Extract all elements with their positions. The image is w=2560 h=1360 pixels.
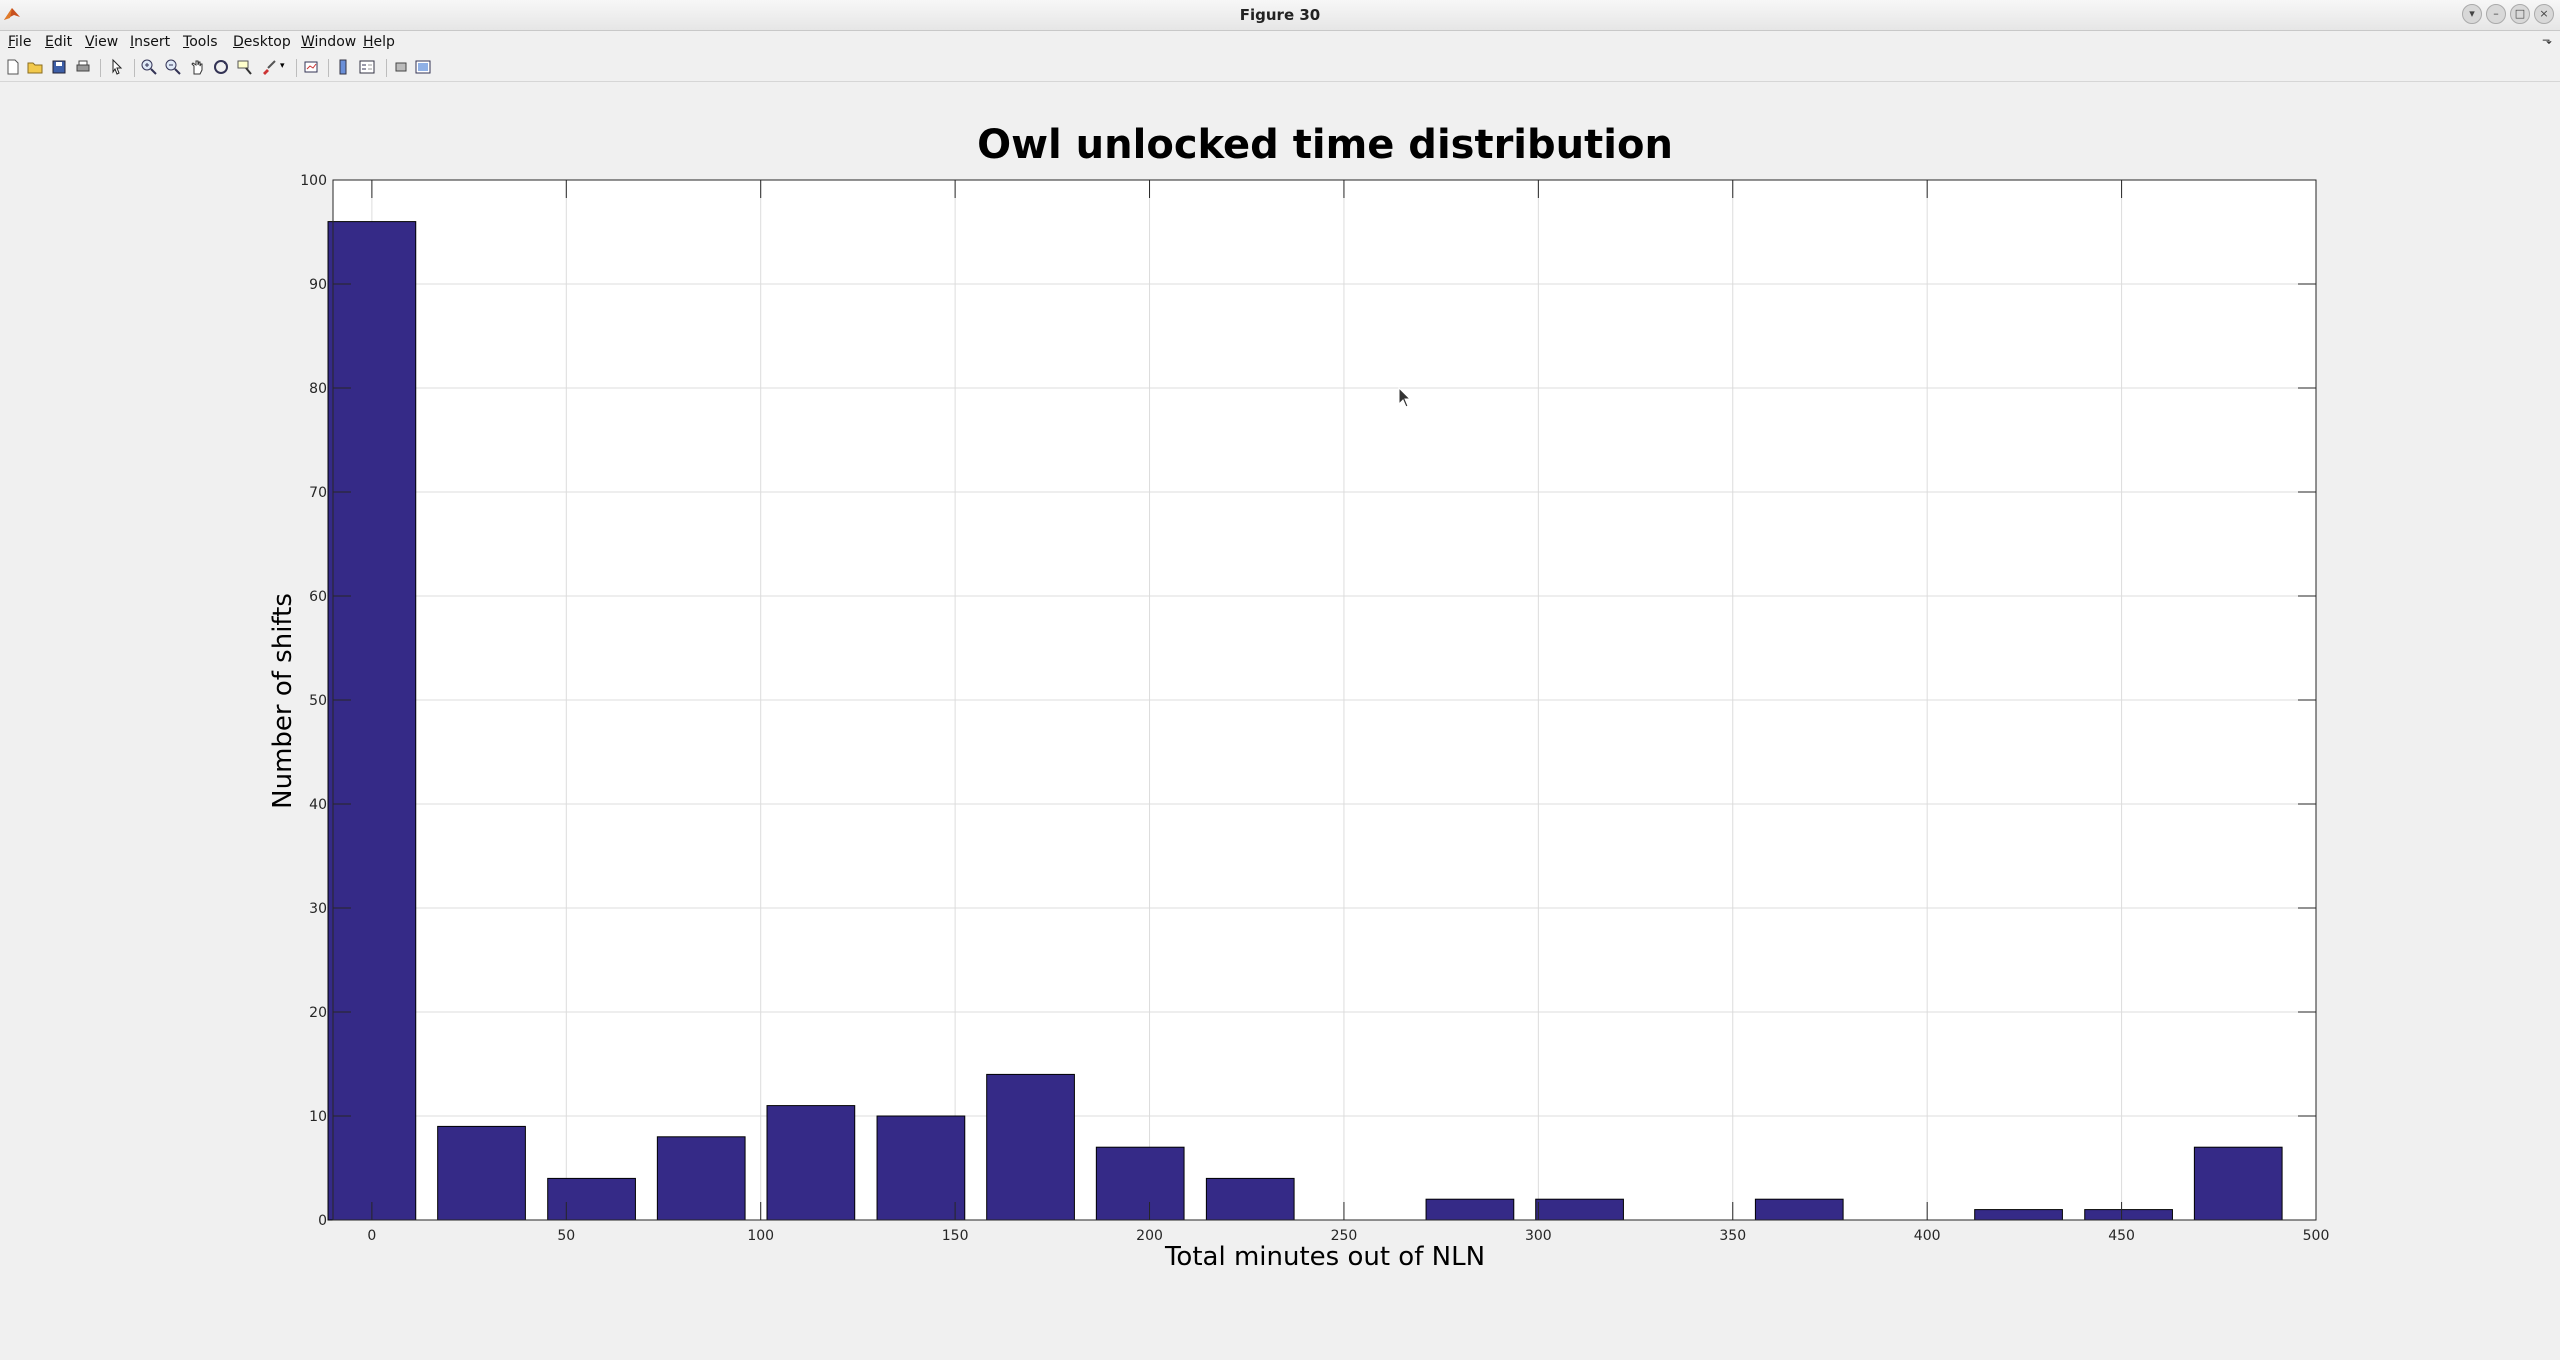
- toolbar-separator: [134, 59, 135, 77]
- legend-icon[interactable]: [358, 58, 376, 76]
- menu-help[interactable]: Help: [363, 34, 395, 50]
- menu-view[interactable]: View: [85, 34, 119, 50]
- open-file-icon[interactable]: [26, 58, 44, 76]
- print-icon[interactable]: [74, 58, 92, 76]
- hide-plot-tools-icon[interactable]: [392, 58, 410, 76]
- x-tick-labels: 0 50 100 150 200 250 300 350 400 450 500: [367, 1228, 2329, 1244]
- y-tick-label: 70: [309, 485, 327, 501]
- y-tick-label: 30: [309, 901, 327, 917]
- toolbar-separator: [386, 59, 387, 77]
- histogram-bar[interactable]: [2193, 1146, 2283, 1221]
- show-plot-tools-icon[interactable]: [414, 58, 432, 76]
- y-tick-label: 80: [309, 381, 327, 397]
- x-tick-label: 50: [557, 1228, 575, 1244]
- close-icon[interactable]: ×: [2534, 4, 2554, 24]
- y-tick-label: 60: [309, 589, 327, 605]
- menu-insert[interactable]: Insert: [130, 34, 171, 50]
- histogram-bar[interactable]: [766, 1105, 856, 1221]
- matlab-logo-icon: [4, 8, 20, 20]
- mouse-pointer-icon: [1398, 387, 1412, 408]
- histogram-bar[interactable]: [327, 221, 417, 1221]
- y-tick-labels: 0 10 20 30 40 50 60 70 80 90 100: [300, 173, 327, 1229]
- y-tick-label: 0: [318, 1213, 327, 1229]
- x-tick-label: 400: [1914, 1228, 1941, 1244]
- histogram-bar[interactable]: [1205, 1177, 1295, 1221]
- histogram-bar[interactable]: [547, 1177, 636, 1221]
- minimize-icon[interactable]: –: [2486, 4, 2506, 24]
- window-titlebar: Figure 30 ▾ – □ ×: [0, 0, 2560, 31]
- histogram-bar[interactable]: [986, 1073, 1075, 1221]
- histogram-bar[interactable]: [1535, 1198, 1624, 1221]
- x-tick-label: 300: [1525, 1228, 1552, 1244]
- y-tick-label: 90: [309, 277, 327, 293]
- new-figure-icon[interactable]: [4, 58, 22, 76]
- figure-toolbar: ▾: [0, 55, 2560, 82]
- window-controls: ▾ – □ ×: [2462, 4, 2554, 24]
- edit-plot-icon[interactable]: [108, 58, 126, 76]
- histogram-bar[interactable]: [437, 1125, 526, 1221]
- histogram-bar[interactable]: [1754, 1198, 1844, 1221]
- axes-box: [332, 179, 2317, 1221]
- colorbar-icon[interactable]: [334, 58, 352, 76]
- figure-canvas: Owl unlocked time distribution 0 50 100 150…: [0, 82, 2560, 1360]
- toolbar-separator: [296, 59, 297, 77]
- x-tick-label: 200: [1136, 1228, 1163, 1244]
- brush-dropdown-icon[interactable]: ▾: [280, 61, 285, 71]
- y-tick-label: 20: [309, 1005, 327, 1021]
- menu-bar: File Edit View Insert Tools Desktop Wind…: [0, 31, 2560, 53]
- zoom-in-icon[interactable]: [140, 58, 158, 76]
- dock-arrow-icon[interactable]: ⬎: [2541, 33, 2552, 47]
- window-title: Figure 30: [1239, 6, 1321, 24]
- histogram-bar[interactable]: [2084, 1209, 2173, 1221]
- save-icon[interactable]: [50, 58, 68, 76]
- link-plot-icon[interactable]: [302, 58, 320, 76]
- rotate-3d-icon[interactable]: [212, 58, 230, 76]
- window-menu-icon[interactable]: ▾: [2462, 4, 2482, 24]
- y-tick-label: 100: [300, 173, 327, 189]
- x-tick-label: 250: [1331, 1228, 1358, 1244]
- data-cursor-icon[interactable]: [236, 58, 254, 76]
- histogram-bar[interactable]: [1974, 1209, 2063, 1221]
- menu-tools[interactable]: Tools: [183, 34, 218, 50]
- histogram-bar[interactable]: [1095, 1146, 1185, 1221]
- menu-edit[interactable]: Edit: [45, 34, 73, 50]
- x-tick-label: 100: [747, 1228, 774, 1244]
- menu-file[interactable]: File: [8, 34, 32, 50]
- y-axis-label: Number of shifts: [268, 593, 298, 809]
- toolbar-separator: [100, 59, 101, 77]
- maximize-icon[interactable]: □: [2510, 4, 2530, 24]
- x-tick-label: 450: [2108, 1228, 2135, 1244]
- histogram-plot: 0 50 100 150 200 250 300 350 400 450 500 0 10 20 30 40…: [300, 173, 2329, 1244]
- toolbar-separator: [328, 59, 329, 77]
- y-tick-label: 50: [309, 693, 327, 709]
- y-tick-label: 10: [309, 1109, 327, 1125]
- chart-title: Owl unlocked time distribution: [977, 122, 1673, 168]
- x-axis-label: Total minutes out of NLN: [1164, 1242, 1486, 1272]
- x-tick-label: 350: [1719, 1228, 1746, 1244]
- histogram-bar[interactable]: [1425, 1198, 1515, 1221]
- menu-window[interactable]: Window: [301, 34, 357, 50]
- y-tick-label: 40: [309, 797, 327, 813]
- menu-desktop[interactable]: Desktop: [233, 34, 291, 50]
- zoom-out-icon[interactable]: [164, 58, 182, 76]
- x-tick-label: 150: [942, 1228, 969, 1244]
- x-tick-label: 500: [2303, 1228, 2330, 1244]
- pan-icon[interactable]: [188, 58, 206, 76]
- histogram-bar[interactable]: [656, 1136, 746, 1221]
- x-tick-label: 0: [367, 1228, 376, 1244]
- brush-icon[interactable]: [260, 58, 278, 76]
- histogram-bar[interactable]: [876, 1115, 966, 1221]
